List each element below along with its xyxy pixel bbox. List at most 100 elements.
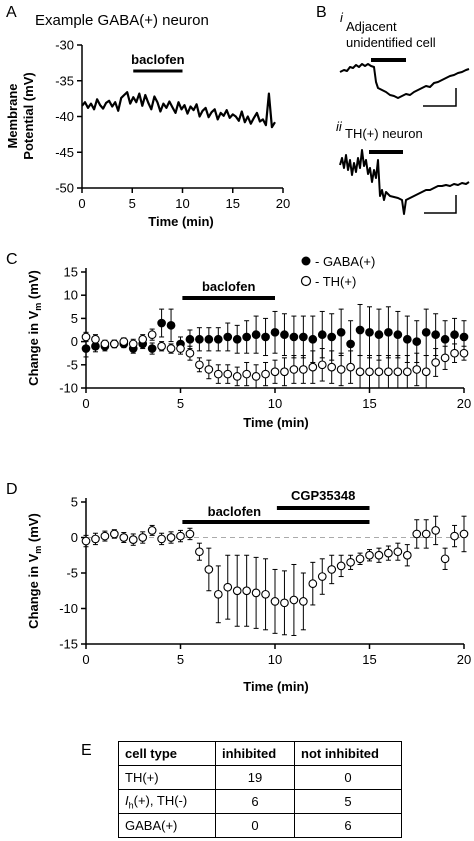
panel-b-i-label: i: [340, 10, 344, 25]
panel-d-ytick-label: 0: [71, 530, 78, 545]
panel-d-point-open: [176, 531, 185, 541]
panel-c-point-filled: [204, 334, 214, 344]
panel-c-ylabel-main: Change in V: [26, 310, 41, 385]
panel-d-point-open: [393, 547, 403, 557]
panel-a-letter: A: [6, 4, 17, 21]
panel-a-plot: -30 -35 -40 -45 -50 0 5 10 15 20 baclofen: [55, 38, 290, 212]
panel-c-point-open: [374, 367, 384, 377]
table-cell-inhibited: 19: [215, 765, 295, 790]
table-cell-type: GABA(+): [118, 813, 216, 838]
panel-d-point-open: [100, 531, 110, 541]
panel-c-point-filled: [261, 332, 270, 342]
table-cell-inhibited: 6: [215, 789, 295, 814]
panel-c-point-filled: [232, 334, 242, 344]
panel-b-i-scale-bar: [423, 88, 457, 107]
panel-d-point-open: [440, 554, 450, 564]
panel-a-ytick-label: -50: [55, 181, 74, 196]
cell-type-text: I: [125, 792, 129, 808]
legend-open-marker: [300, 275, 312, 287]
table-row: TH(+) 19 0: [118, 765, 402, 790]
panel-d-plot: 5 0 -5 -10 -15 0 5 10 15 20 baclofen CGP35348: [59, 488, 471, 667]
panel-c-ytick-label: 0: [71, 334, 78, 349]
panel-d-cgp-label: CGP35348: [291, 488, 355, 503]
panel-d-point-open: [365, 550, 374, 560]
panel-d-point-open: [317, 572, 327, 581]
panel-c-ytick-label: 10: [64, 288, 78, 303]
panel-d-point-open: [308, 579, 318, 589]
panel-c-point-open: [431, 358, 441, 367]
panel-a-ylabel-line1: Membrane: [5, 83, 20, 148]
panel-c-point-open: [109, 339, 119, 349]
panel-d-point-open: [195, 547, 204, 557]
panel-c-point-filled: [431, 330, 441, 339]
panel-d-point-open: [251, 588, 261, 598]
panel-d-point-open: [327, 565, 337, 574]
panel-c-point-open: [289, 365, 299, 374]
panel-c-point-filled: [412, 337, 422, 346]
panel-a-ylabel-line2: Potential (mV): [21, 72, 36, 159]
panel-a-xtick-label: 15: [226, 196, 240, 211]
panel-c-point-open: [91, 334, 100, 344]
legend-gaba-label: - GABA(+): [315, 254, 375, 269]
cell-type-text: GABA(+): [125, 818, 178, 833]
panel-d-point-open: [91, 534, 100, 544]
panel-a-ytick-label: -35: [55, 73, 74, 88]
panel-c-point-filled: [213, 334, 223, 344]
panel-c-ylabel-unit: (mV): [26, 270, 41, 303]
panel-c-point-filled: [402, 334, 412, 344]
panel-c-point-open: [421, 367, 431, 377]
panel-d-point-open: [402, 550, 412, 560]
panel-c-point-open: [355, 367, 365, 377]
panel-c-point-open: [166, 344, 176, 353]
panel-c-point-open: [251, 372, 261, 381]
table-header-row: cell type inhibited not inhibited: [118, 741, 402, 766]
panel-a-xtick-label: 5: [129, 196, 136, 211]
table-cell-not-inhibited: 6: [294, 813, 402, 838]
panel-d-point-open: [459, 529, 469, 539]
panel-d-point-open: [166, 533, 176, 542]
panel-a-ytick-label: -30: [55, 38, 74, 53]
panel-c-point-filled: [459, 332, 469, 342]
panel-c-point-filled: [336, 327, 346, 337]
panel-c-ylabel-sub: m: [33, 303, 43, 311]
panel-c-point-filled: [317, 330, 327, 339]
panel-d-point-open: [223, 582, 233, 592]
panel-c-point-filled: [346, 339, 355, 349]
panel-a-xtick-label: 0: [78, 196, 85, 211]
panel-d-ylabel-main: Change in V: [26, 553, 41, 628]
table-cell-type: Ih(+), TH(-): [118, 789, 216, 814]
panel-c-xtick-label: 0: [82, 396, 89, 411]
panel-c-point-filled: [147, 344, 157, 353]
panel-c-point-open: [317, 360, 327, 370]
panel-b-i-text-1: Adjacent: [346, 19, 397, 34]
panel-c-point-filled: [157, 318, 166, 328]
panel-c-point-open: [138, 334, 148, 344]
panel-d-point-open: [270, 597, 280, 606]
panel-c-xtick-label: 10: [268, 396, 282, 411]
panel-d-point-open: [299, 597, 308, 606]
panel-e-letter: E: [81, 742, 92, 759]
table-cell-not-inhibited: 0: [294, 765, 402, 790]
panel-d-point-open: [431, 526, 441, 535]
panel-c-plot: 15 10 5 0 -5 -10 0 5 10 15 20 baclofen: [59, 265, 471, 412]
panel-a-xtick-label: 20: [276, 196, 290, 211]
panel-c-point-open: [393, 367, 403, 377]
panel-c-point-open: [100, 339, 110, 349]
panel-c-point-open: [81, 332, 91, 342]
panel-a-ytick-label: -45: [55, 145, 74, 160]
panel-d-ytick-label: -15: [59, 637, 78, 652]
panel-c-point-filled: [308, 334, 318, 344]
panel-d-baclofen-label: baclofen: [208, 504, 262, 519]
panel-a-title: Example GABA(+) neuron: [35, 12, 209, 29]
panel-d-point-open: [374, 550, 384, 560]
legend-th-label: - TH(+): [315, 274, 356, 289]
table-header-not-inhibited: not inhibited: [294, 741, 402, 766]
panel-c-point-open: [402, 367, 412, 377]
table-cell-type: TH(+): [118, 765, 216, 790]
panel-c-point-open: [119, 337, 129, 346]
panel-c-letter: C: [6, 251, 18, 268]
panel-c-point-open: [299, 365, 308, 374]
panel-c-point-open: [147, 330, 157, 339]
cell-type-rest: (+), TH(-): [133, 792, 188, 808]
panel-b-letter: B: [316, 4, 327, 21]
